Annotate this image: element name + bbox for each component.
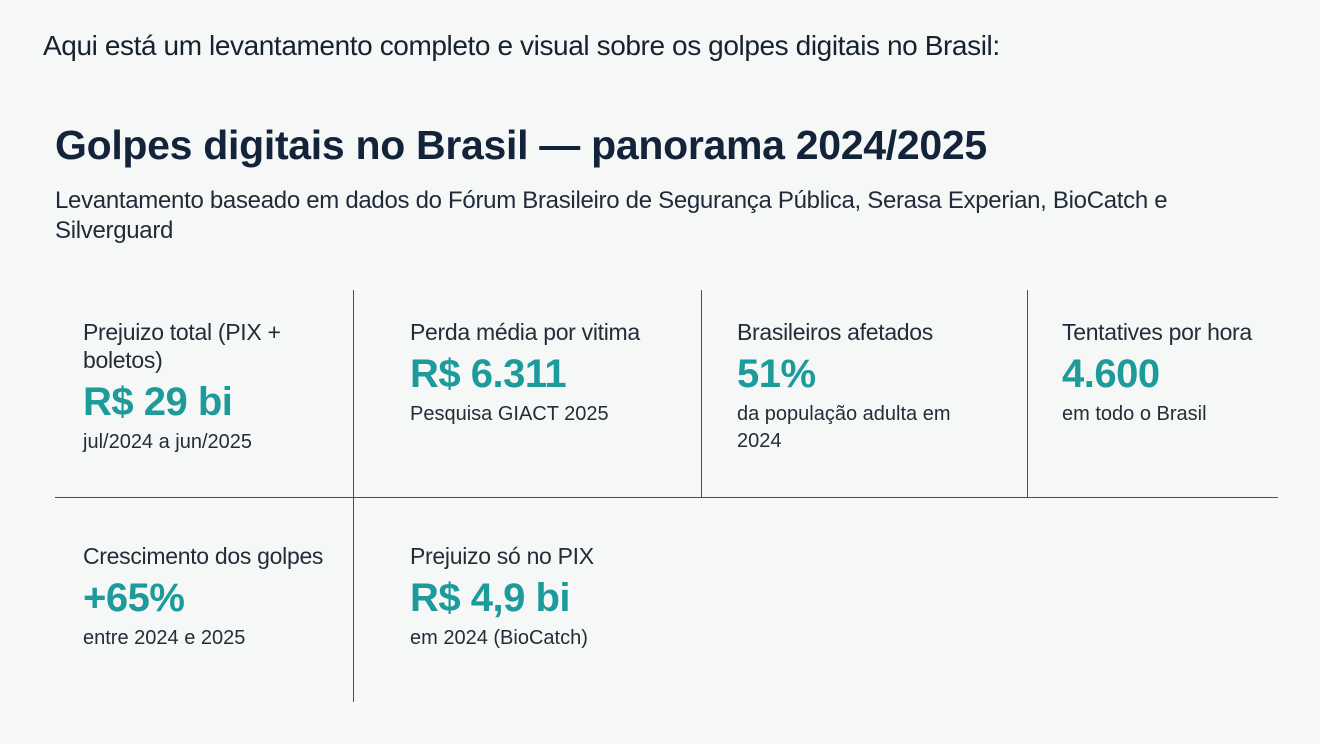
stat-card: Prejuizo só no PIX R$ 4,9 bi em 2024 (BioC… <box>410 542 655 652</box>
stat-card: Tentatives por hora 4.600 em todo o Brasil <box>1062 318 1307 428</box>
divider <box>353 290 354 702</box>
stat-card: Brasileiros afetados 51% da população adul… <box>737 318 982 455</box>
card-note: da população adulta em 2024 <box>737 403 951 452</box>
divider <box>701 290 702 497</box>
divider <box>55 497 1278 498</box>
divider <box>1027 290 1028 497</box>
card-label: Tentatives por hora <box>1062 319 1252 345</box>
card-label: Perda média por vitima <box>410 319 640 345</box>
subtitle: Levantamento baseado em dados do Fórum B… <box>55 187 1168 244</box>
card-value: R$ 6.311 <box>410 352 567 396</box>
card-note: jul/2024 a jun/2025 <box>83 431 253 453</box>
card-label: Prejuizo só no PIX <box>410 543 594 569</box>
card-label: Brasileiros afetados <box>737 319 933 345</box>
card-note: em 2024 (BioCatch) <box>410 627 588 649</box>
intro: Aqui está um levantamento completo e vis… <box>43 30 1000 61</box>
card-label: Prejuizo total (PIX + boletos) <box>83 319 281 373</box>
stat-card: Perda média por vitima R$ 6.311 Pesquisa G… <box>410 318 655 428</box>
card-note: Pesquisa GIACT 2025 <box>410 403 609 425</box>
card-label: Crescimento dos golpes <box>83 543 324 569</box>
card-value: R$ 4,9 bi <box>410 576 571 620</box>
card-note: em todo o Brasil <box>1062 403 1207 425</box>
stat-card: Prejuizo total (PIX + boletos) R$ 29 bi ju… <box>83 318 328 456</box>
title: Golpes digitais no Brasil — panorama 202… <box>55 122 987 168</box>
card-value: +65% <box>83 576 185 620</box>
card-value: 4.600 <box>1062 352 1160 396</box>
stat-card: Crescimento dos golpes +65% entre 2024 e 2… <box>83 542 328 652</box>
card-value: 51% <box>737 352 816 396</box>
card-value: R$ 29 bi <box>83 380 233 424</box>
card-note: entre 2024 e 2025 <box>83 627 246 649</box>
